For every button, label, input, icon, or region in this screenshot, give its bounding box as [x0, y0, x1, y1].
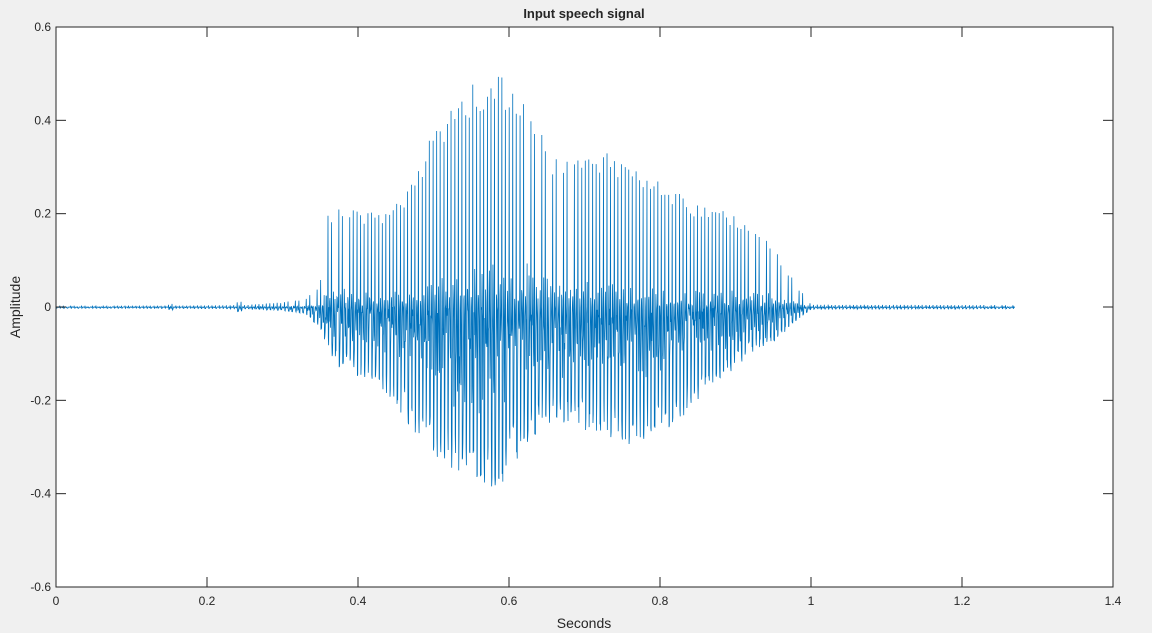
x-tick-label: 1	[808, 594, 815, 608]
waveform-line	[55, 76, 1015, 487]
y-axis-label: Amplitude	[7, 276, 23, 338]
x-tick-label: 0.4	[350, 594, 367, 608]
waveform-series	[55, 76, 1015, 487]
y-tick-label: -0.6	[30, 580, 51, 594]
x-tick-label: 1.2	[954, 594, 971, 608]
y-tick-label: 0.2	[34, 207, 51, 221]
x-tick-label: 0.8	[652, 594, 669, 608]
y-tick-label: 0.6	[34, 20, 51, 34]
y-ticks: -0.6 -0.4 -0.2 0 0.2 0.4 0.6	[30, 20, 1113, 594]
chart-title: Input speech signal	[523, 6, 644, 21]
x-axis-label: Seconds	[557, 615, 611, 631]
x-tick-label: 0.6	[501, 594, 518, 608]
x-tick-label: 0.2	[199, 594, 216, 608]
y-tick-label: -0.4	[30, 487, 51, 501]
x-tick-label: 0	[53, 594, 60, 608]
y-tick-label: -0.2	[30, 393, 51, 407]
x-ticks: 0 0.2 0.4 0.6 0.8 1 1.2 1.4	[53, 27, 1122, 608]
x-tick-label: 1.4	[1105, 594, 1122, 608]
y-tick-label: 0.4	[34, 113, 51, 127]
y-tick-label: 0	[44, 300, 51, 314]
